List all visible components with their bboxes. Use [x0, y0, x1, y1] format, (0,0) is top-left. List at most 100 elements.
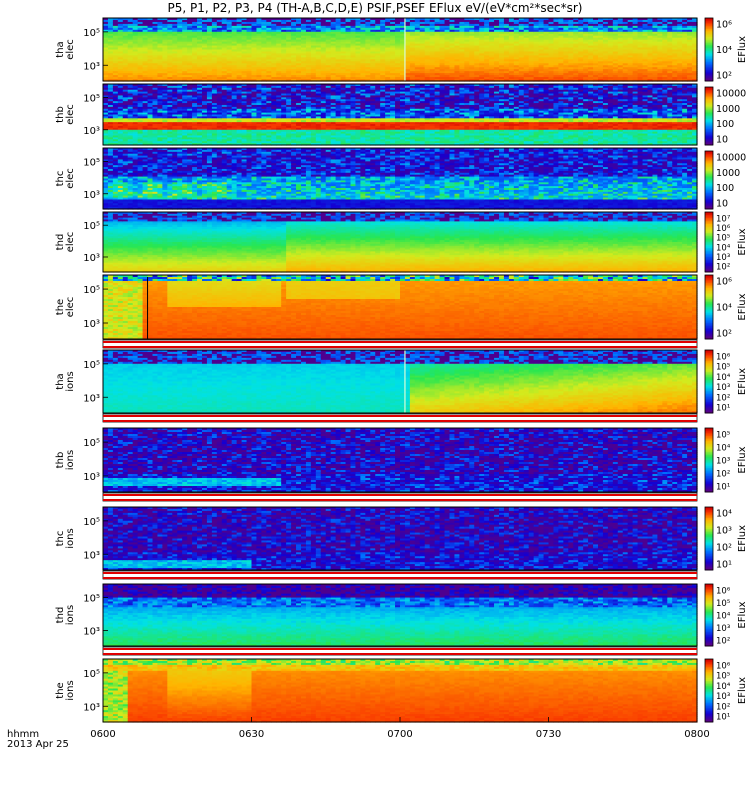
heatmap-cell: [370, 47, 376, 51]
heatmap-cell: [202, 43, 208, 47]
heatmap-cell: [112, 31, 119, 35]
heatmap-cell: [276, 63, 282, 66]
heatmap-cell: [202, 57, 208, 60]
heatmap-cell: [330, 23, 337, 27]
heatmap-cell: [345, 65, 352, 68]
heatmap-cell: [107, 35, 114, 39]
heatmap-cell: [211, 45, 218, 49]
heatmap-cell: [256, 39, 262, 43]
heatmap-cell: [370, 41, 376, 45]
heatmap-cell: [286, 39, 292, 43]
heatmap-cell: [127, 77, 134, 80]
heatmap-cell: [112, 35, 119, 39]
heatmap-cell: [345, 39, 352, 43]
heatmap-cell: [261, 71, 267, 74]
heatmap-cell: [286, 33, 292, 37]
heatmap-cell: [241, 49, 248, 53]
heatmap-cell: [177, 27, 183, 31]
heatmap-cell: [142, 37, 149, 41]
heatmap-cell: [107, 37, 114, 41]
heatmap-cell: [236, 65, 243, 68]
heatmap-cell: [301, 55, 307, 58]
heatmap-cell: [325, 45, 332, 49]
heatmap-cell: [132, 77, 139, 80]
heatmap-cell: [360, 59, 366, 62]
heatmap-cell: [261, 75, 267, 78]
heatmap-cell: [241, 23, 248, 27]
heatmap-cell: [202, 73, 208, 76]
heatmap-cell: [320, 55, 327, 58]
heatmap-cell: [152, 67, 159, 70]
heatmap-cell: [281, 35, 287, 39]
heatmap-cell: [296, 23, 302, 27]
heatmap-cell: [167, 75, 173, 78]
heatmap-cell: [271, 18, 277, 21]
heatmap-cell: [340, 21, 347, 25]
heatmap-cell: [281, 55, 287, 58]
heatmap-cell: [122, 61, 129, 64]
heatmap-cell: [251, 35, 258, 39]
heatmap-cell: [216, 47, 223, 51]
heatmap-cell: [330, 31, 337, 35]
heatmap-cell: [202, 75, 208, 78]
heatmap-cell: [375, 27, 381, 31]
heatmap-cell: [172, 61, 178, 64]
heatmap-cell: [206, 21, 213, 25]
heatmap-cell: [340, 23, 347, 27]
heatmap-cell: [320, 23, 327, 27]
heatmap-cell: [206, 49, 213, 53]
heatmap-cell: [152, 45, 159, 49]
heatmap-cell: [281, 79, 287, 82]
heatmap-cell: [182, 55, 188, 58]
heatmap-cell: [340, 33, 347, 37]
heatmap-cell: [206, 63, 213, 66]
heatmap-cell: [147, 29, 154, 33]
heatmap-cell: [271, 57, 277, 60]
heatmap-cell: [211, 59, 218, 62]
heatmap-cell: [177, 19, 183, 23]
heatmap-cell: [182, 31, 188, 35]
heatmap-cell: [172, 39, 178, 43]
heatmap-cell: [177, 63, 183, 66]
heatmap-cell: [187, 55, 193, 58]
heatmap-cell: [107, 69, 114, 72]
heatmap-cell: [211, 18, 218, 21]
heatmap-cell: [152, 43, 159, 47]
heatmap-cell: [251, 29, 258, 33]
heatmap-cell: [266, 51, 272, 55]
heatmap-cell: [375, 51, 381, 55]
heatmap-cell: [281, 18, 287, 21]
heatmap-cell: [206, 65, 213, 68]
heatmap-cell: [182, 33, 188, 37]
heatmap-cell: [107, 67, 114, 70]
heatmap-cell: [147, 57, 154, 60]
heatmap-cell: [325, 73, 332, 76]
heatmap-cell: [167, 37, 173, 41]
heatmap-cell: [360, 25, 366, 29]
heatmap-cell: [355, 27, 361, 31]
heatmap-cell: [152, 37, 159, 41]
heatmap-cell: [147, 65, 154, 68]
heatmap-cell: [107, 39, 114, 43]
heatmap-cell: [335, 75, 342, 78]
heatmap-cell: [310, 69, 317, 72]
heatmap-cell: [360, 63, 366, 66]
heatmap-cell: [320, 73, 327, 76]
heatmap-cell: [246, 47, 253, 51]
heatmap-cell: [340, 61, 347, 64]
heatmap-cell: [107, 23, 114, 27]
heatmap-cell: [335, 63, 342, 66]
heatmap-cell: [221, 65, 228, 68]
heatmap-cell: [345, 73, 352, 76]
heatmap-cell: [197, 67, 203, 70]
heatmap-cell: [236, 69, 243, 72]
heatmap-cell: [360, 37, 366, 41]
heatmap-cell: [256, 31, 262, 35]
heatmap-cell: [310, 71, 317, 74]
heatmap-cell: [177, 33, 183, 37]
heatmap-cell: [226, 31, 233, 35]
heatmap-cell: [137, 53, 144, 57]
heatmap-cell: [112, 37, 119, 41]
heatmap-cell: [355, 29, 361, 33]
